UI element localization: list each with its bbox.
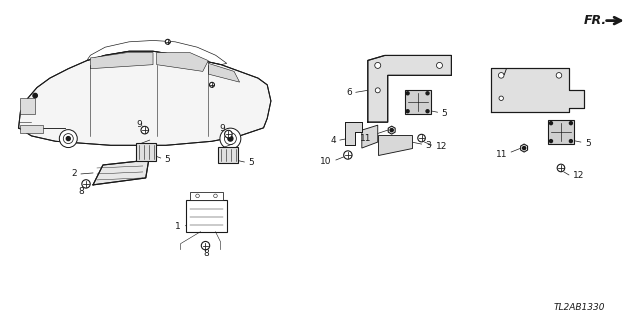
Circle shape [556,73,562,78]
Bar [136,143,156,161]
Bar [218,147,238,163]
Polygon shape [93,160,148,185]
Text: 9: 9 [136,120,141,129]
Circle shape [344,151,352,159]
Circle shape [228,136,233,141]
Circle shape [63,134,73,144]
Text: 5: 5 [164,155,170,164]
Circle shape [436,62,442,68]
Polygon shape [19,51,271,145]
Polygon shape [492,68,584,112]
Polygon shape [388,126,395,134]
Bar [186,200,227,232]
Circle shape [165,39,170,44]
Circle shape [499,73,504,78]
Circle shape [214,194,217,198]
Bar [548,120,574,144]
Circle shape [522,147,525,150]
Polygon shape [362,125,378,148]
Text: FR.: FR. [584,14,607,27]
Circle shape [375,62,381,68]
Polygon shape [368,55,451,122]
Circle shape [209,82,214,87]
Text: 6: 6 [346,88,352,97]
Circle shape [60,130,77,148]
Circle shape [220,128,241,149]
Bar [20,98,35,114]
Text: 1: 1 [175,222,180,231]
Circle shape [375,88,380,93]
Circle shape [225,130,232,138]
Circle shape [82,180,90,188]
Circle shape [557,164,564,172]
Text: 9: 9 [220,124,225,132]
Text: 10: 10 [321,157,332,166]
Circle shape [418,134,426,142]
Text: 7: 7 [501,68,507,77]
Text: TL2AB1330: TL2AB1330 [554,303,605,312]
Circle shape [550,122,552,125]
Circle shape [499,96,504,100]
Text: 11: 11 [496,149,507,158]
Text: 11: 11 [360,133,372,143]
Circle shape [67,137,70,140]
Text: 8: 8 [204,249,209,258]
Circle shape [202,242,210,250]
Text: 12: 12 [573,172,584,180]
Text: 5: 5 [442,109,447,118]
Circle shape [406,110,409,113]
Bar [404,90,431,114]
Bar [20,125,42,133]
Polygon shape [345,122,362,145]
Circle shape [426,92,429,95]
Circle shape [141,126,148,134]
Text: 4: 4 [330,136,336,145]
Circle shape [570,122,572,125]
Text: 12: 12 [435,141,447,151]
Circle shape [33,93,37,98]
Circle shape [390,129,394,132]
Text: 2: 2 [72,169,77,179]
Text: 5: 5 [248,158,254,167]
Polygon shape [157,52,208,71]
Polygon shape [378,135,412,155]
Circle shape [550,140,552,143]
Text: 8: 8 [78,188,84,196]
Polygon shape [208,63,239,82]
Circle shape [196,194,199,198]
Circle shape [225,132,236,145]
Circle shape [426,110,429,113]
Circle shape [570,140,572,143]
Polygon shape [521,144,527,152]
Circle shape [406,92,409,95]
Bar [189,192,223,200]
Text: 5: 5 [585,139,591,148]
Text: 3: 3 [426,140,431,149]
Polygon shape [90,52,153,69]
